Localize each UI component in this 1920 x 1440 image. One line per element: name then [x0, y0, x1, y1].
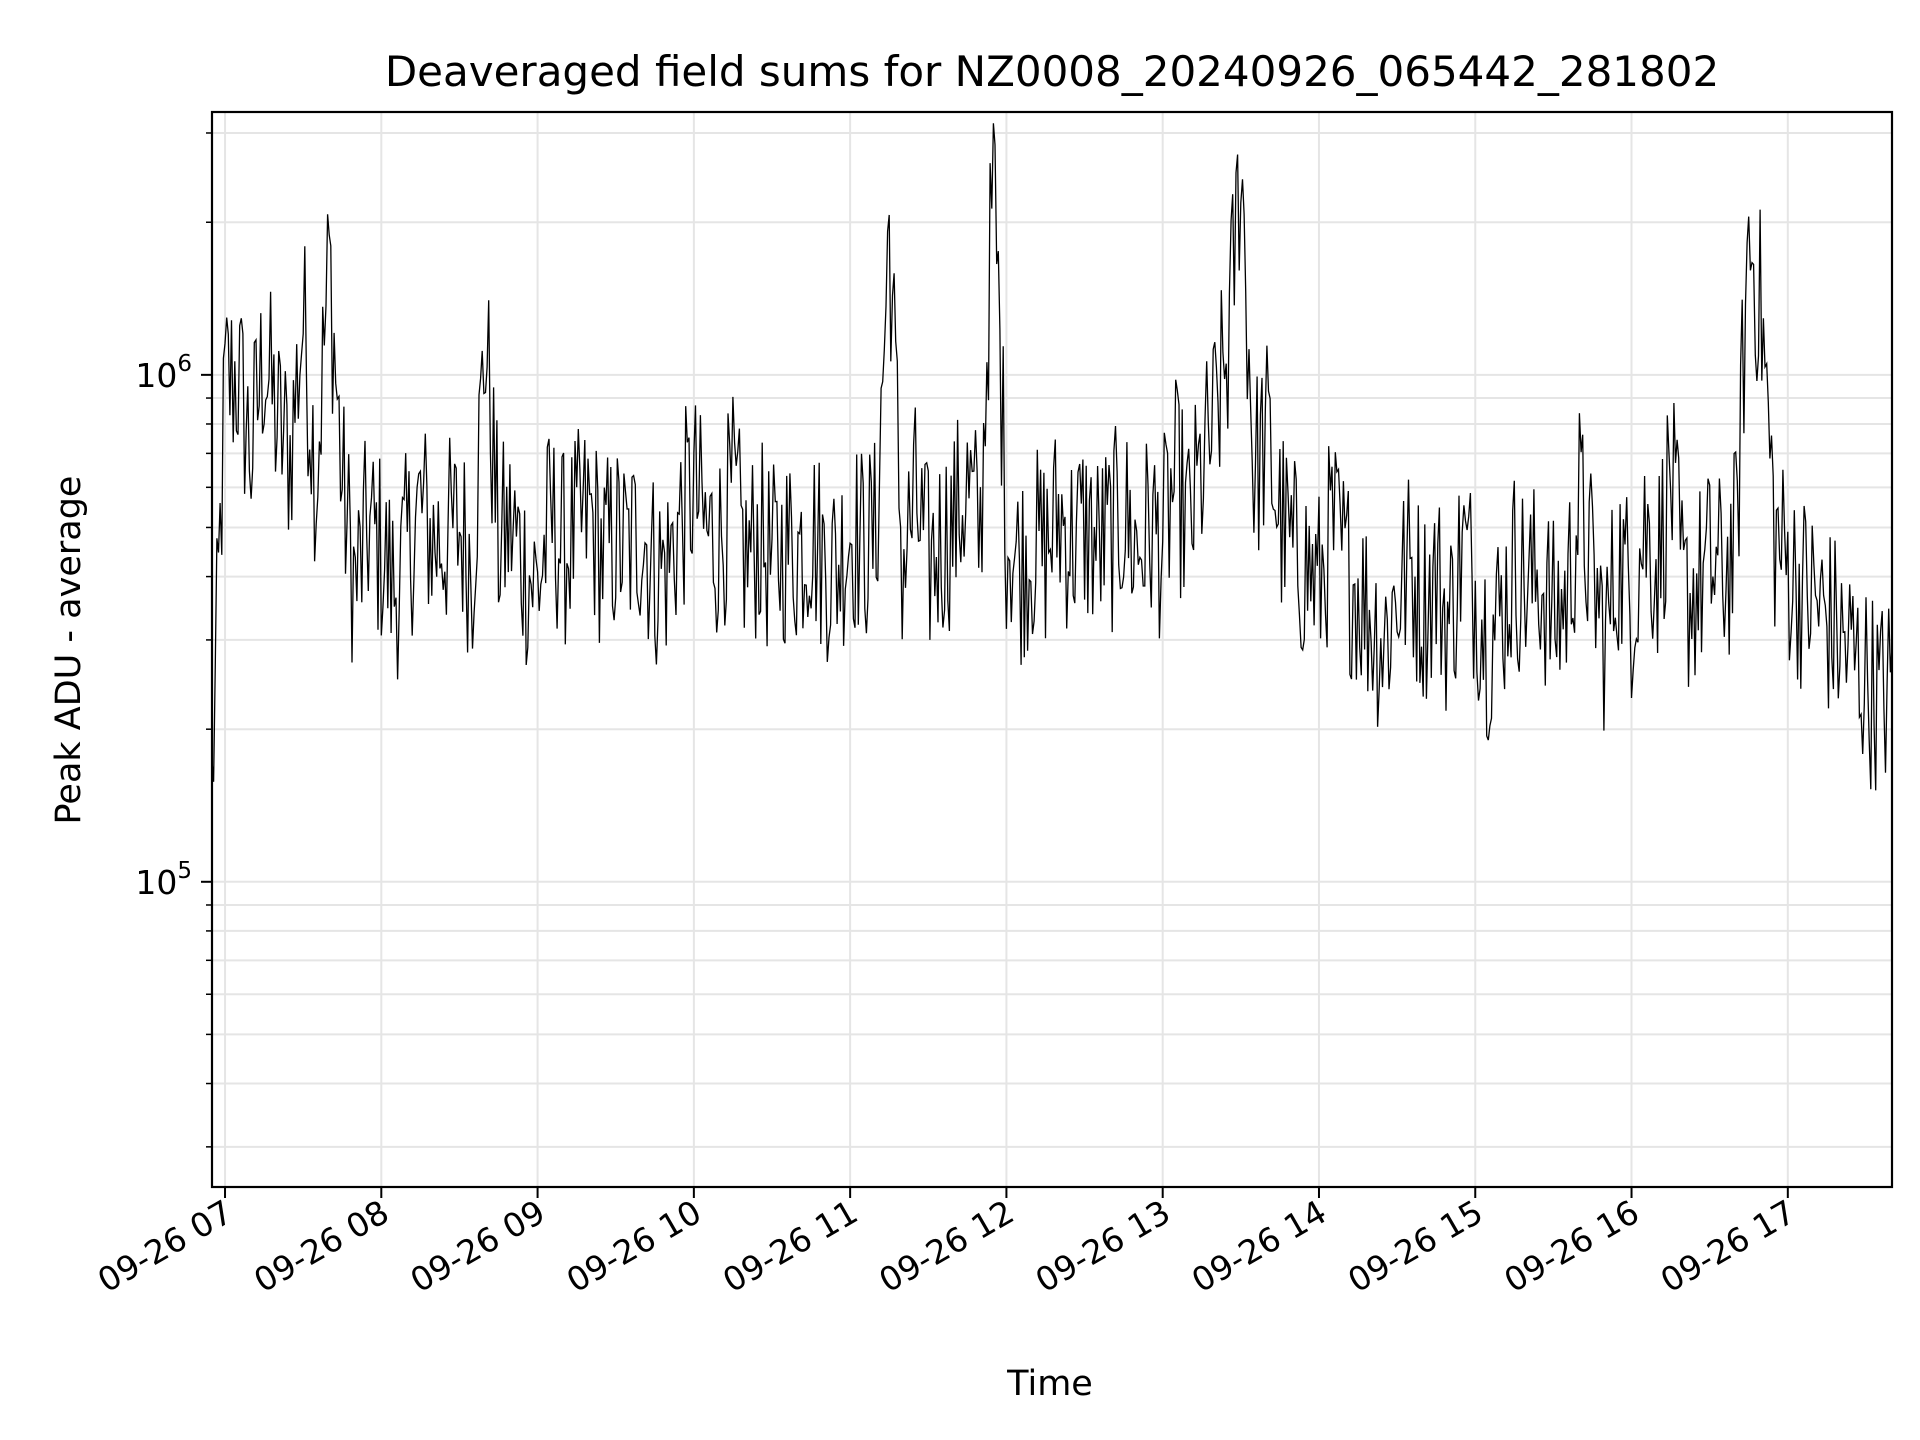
x-tick-label: 09-26 15 — [1341, 1192, 1489, 1300]
x-tick-label: 09-26 09 — [404, 1192, 552, 1300]
x-tick-label: 09-26 10 — [560, 1192, 708, 1300]
y-axis-ticks: 105 106 — [135, 132, 212, 1148]
x-tick-label: 09-26 14 — [1185, 1192, 1333, 1300]
x-tick-label: 09-26 08 — [247, 1192, 395, 1300]
y-axis-label: Peak ADU - average — [49, 476, 89, 825]
chart-title: Deaveraged field sums for NZ0008_2024092… — [385, 47, 1719, 96]
x-tick-label: 09-26 16 — [1498, 1192, 1646, 1300]
y-tick-label: 105 — [135, 858, 192, 902]
series-line — [211, 123, 1893, 791]
x-tick-label: 09-26 13 — [1029, 1192, 1177, 1300]
x-tick-label: 09-26 12 — [872, 1192, 1020, 1300]
x-tick-label: 09-26 17 — [1654, 1192, 1802, 1300]
x-tick-label: 09-26 11 — [716, 1192, 864, 1300]
x-tick-label: 09-26 07 — [91, 1192, 239, 1300]
grid-lines — [212, 112, 1892, 1187]
y-tick-label: 106 — [135, 351, 192, 395]
plot-frame — [210, 110, 1894, 1189]
x-axis-ticks: 09-26 07 09-26 08 09-26 09 09-26 10 09-26 11… — [91, 1187, 1802, 1300]
x-axis-label: Time — [1006, 1364, 1093, 1404]
data-series — [211, 123, 1893, 791]
